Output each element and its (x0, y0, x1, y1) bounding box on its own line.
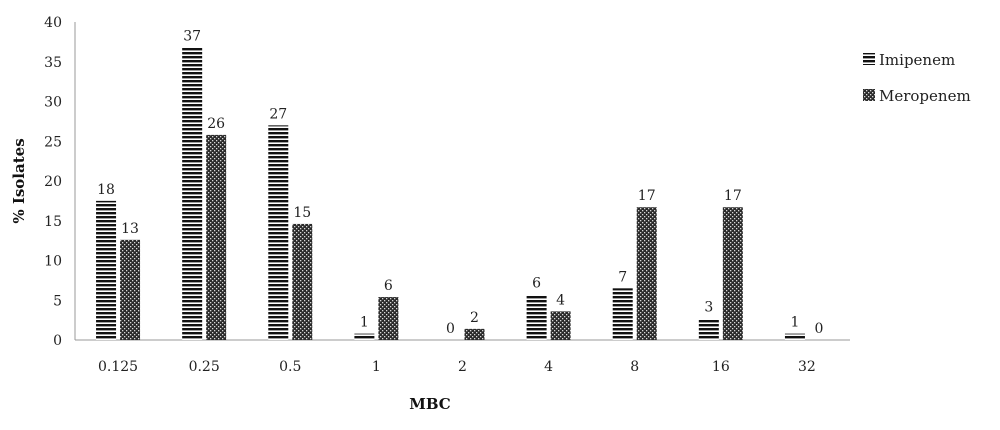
legend-label-imipenem: Imipenem (879, 51, 955, 69)
bar-meropenem (722, 207, 743, 340)
x-tick-label: 0.5 (279, 359, 301, 375)
data-label-imipenem: 37 (183, 28, 201, 44)
data-label-meropenem: 17 (638, 188, 656, 204)
y-tick-label: 30 (44, 95, 62, 111)
x-tick-label: 0.25 (189, 359, 220, 375)
data-label-meropenem: 4 (556, 292, 565, 308)
x-tick-labels: 0.125 0.25 0.5 1 2 4 8 16 32 (98, 359, 816, 375)
bar-meropenem (464, 328, 485, 340)
x-axis-title: MBC (409, 395, 451, 413)
data-label-imipenem: 27 (269, 106, 287, 122)
bar-meropenem (550, 311, 571, 340)
bars (96, 47, 805, 340)
bar-meropenem (206, 134, 227, 340)
x-tick-label: 0.125 (98, 359, 138, 375)
legend-swatch-meropenem (863, 89, 875, 101)
bar-imipenem (612, 288, 633, 340)
y-tick-label: 15 (44, 214, 62, 230)
bar-imipenem (526, 294, 547, 340)
data-label-imipenem: 1 (790, 315, 799, 331)
data-label-imipenem: 3 (704, 300, 713, 316)
legend-label-meropenem: Meropenem (879, 87, 971, 105)
x-tick-label: 16 (712, 359, 730, 375)
data-label-imipenem: 6 (532, 276, 541, 292)
data-label-meropenem: 13 (121, 221, 139, 237)
bar-meropenem (120, 239, 141, 340)
bar-imipenem (354, 333, 375, 340)
x-tick-label: 2 (458, 359, 467, 375)
y-tick-label: 40 (44, 15, 62, 31)
data-label-meropenem: 0 (814, 321, 823, 337)
x-tick-label: 4 (544, 359, 553, 375)
y-axis-title: % Isolates (10, 138, 28, 223)
y-tick-label: 10 (44, 254, 62, 270)
data-label-meropenem: 15 (293, 205, 311, 221)
data-label-meropenem: 6 (384, 278, 393, 294)
y-tick-label: 5 (53, 293, 62, 309)
legend: Imipenem Meropenem (863, 51, 971, 105)
data-label-imipenem: 18 (97, 182, 115, 198)
data-label-imipenem: 1 (360, 315, 369, 331)
legend-swatch-imipenem (863, 53, 875, 65)
data-label-meropenem: 17 (724, 188, 742, 204)
bar-imipenem (784, 333, 805, 340)
bar-meropenem (636, 207, 657, 340)
y-tick-label: 25 (44, 134, 62, 150)
y-tick-labels: 0 5 10 15 20 25 30 35 40 (44, 15, 62, 349)
x-tick-label: 1 (372, 359, 381, 375)
bar-meropenem (292, 223, 313, 340)
data-label-imipenem: 7 (618, 269, 627, 285)
y-tick-label: 0 (53, 333, 62, 349)
x-tick-label: 32 (798, 359, 816, 375)
x-tick-label: 8 (630, 359, 639, 375)
data-label-imipenem: 0 (446, 321, 455, 337)
bar-imipenem (96, 200, 117, 340)
bar-imipenem (268, 125, 289, 340)
y-tick-label: 35 (44, 55, 62, 71)
bar-meropenem (378, 297, 399, 340)
y-tick-label: 20 (44, 174, 62, 190)
data-label-meropenem: 2 (470, 310, 479, 326)
data-label-meropenem: 26 (207, 116, 225, 132)
bar-imipenem (182, 47, 203, 340)
bar-imipenem (698, 318, 719, 340)
